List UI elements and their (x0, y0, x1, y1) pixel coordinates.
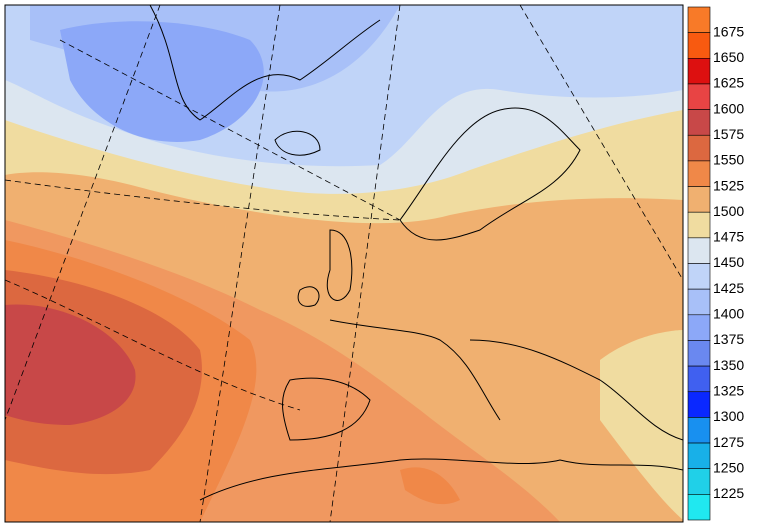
colorbar-box (687, 160, 711, 187)
colorbar-label: 1625 (713, 75, 744, 91)
colorbar-box (687, 288, 711, 316)
colorbar: 1675 1650 1625 1600 1575 1550 1525 1500 1475 1450… (687, 6, 744, 521)
colorbar-box (687, 134, 711, 162)
colorbar-box (687, 57, 711, 85)
colorbar-box (687, 109, 711, 136)
colorbar-label: 1675 (713, 23, 744, 39)
colorbar-label: 1600 (713, 100, 744, 116)
colorbar-box (687, 314, 711, 341)
colorbar-label: 1575 (713, 126, 744, 142)
colorbar-box (687, 417, 711, 444)
colorbar-label: 1300 (713, 408, 744, 424)
colorbar-label: 1450 (713, 254, 744, 270)
colorbar-label: 1500 (713, 203, 744, 219)
colorbar-label: 1475 (713, 229, 744, 245)
colorbar-box (687, 263, 711, 290)
colorbar-label: 1425 (713, 280, 744, 296)
colorbar-box (687, 442, 711, 469)
colorbar-label: 1350 (713, 357, 744, 373)
colorbar-label: 1225 (713, 485, 744, 501)
colorbar-box (687, 340, 711, 367)
colorbar-box (687, 186, 711, 213)
colorbar-box (687, 468, 711, 495)
colorbar-label: 1550 (713, 152, 744, 168)
colorbar-box (687, 32, 711, 59)
colorbar-box (687, 6, 711, 33)
map-frame (4, 4, 684, 523)
colorbar-label: 1275 (713, 434, 744, 450)
colorbar-box (687, 237, 711, 264)
colorbar-box (687, 391, 711, 418)
map-field (5, 5, 683, 522)
colorbar-box (687, 211, 711, 239)
colorbar-label: 1400 (713, 306, 744, 322)
colorbar-label: 1250 (713, 459, 744, 475)
colorbar-label: 1650 (713, 49, 744, 65)
colorbar-label: 1375 (713, 331, 744, 347)
colorbar-box (687, 83, 711, 110)
colorbar-box (687, 365, 711, 393)
colorbar-box (687, 494, 711, 521)
colorbar-label: 1325 (713, 382, 744, 398)
colorbar-label: 1525 (713, 177, 744, 193)
